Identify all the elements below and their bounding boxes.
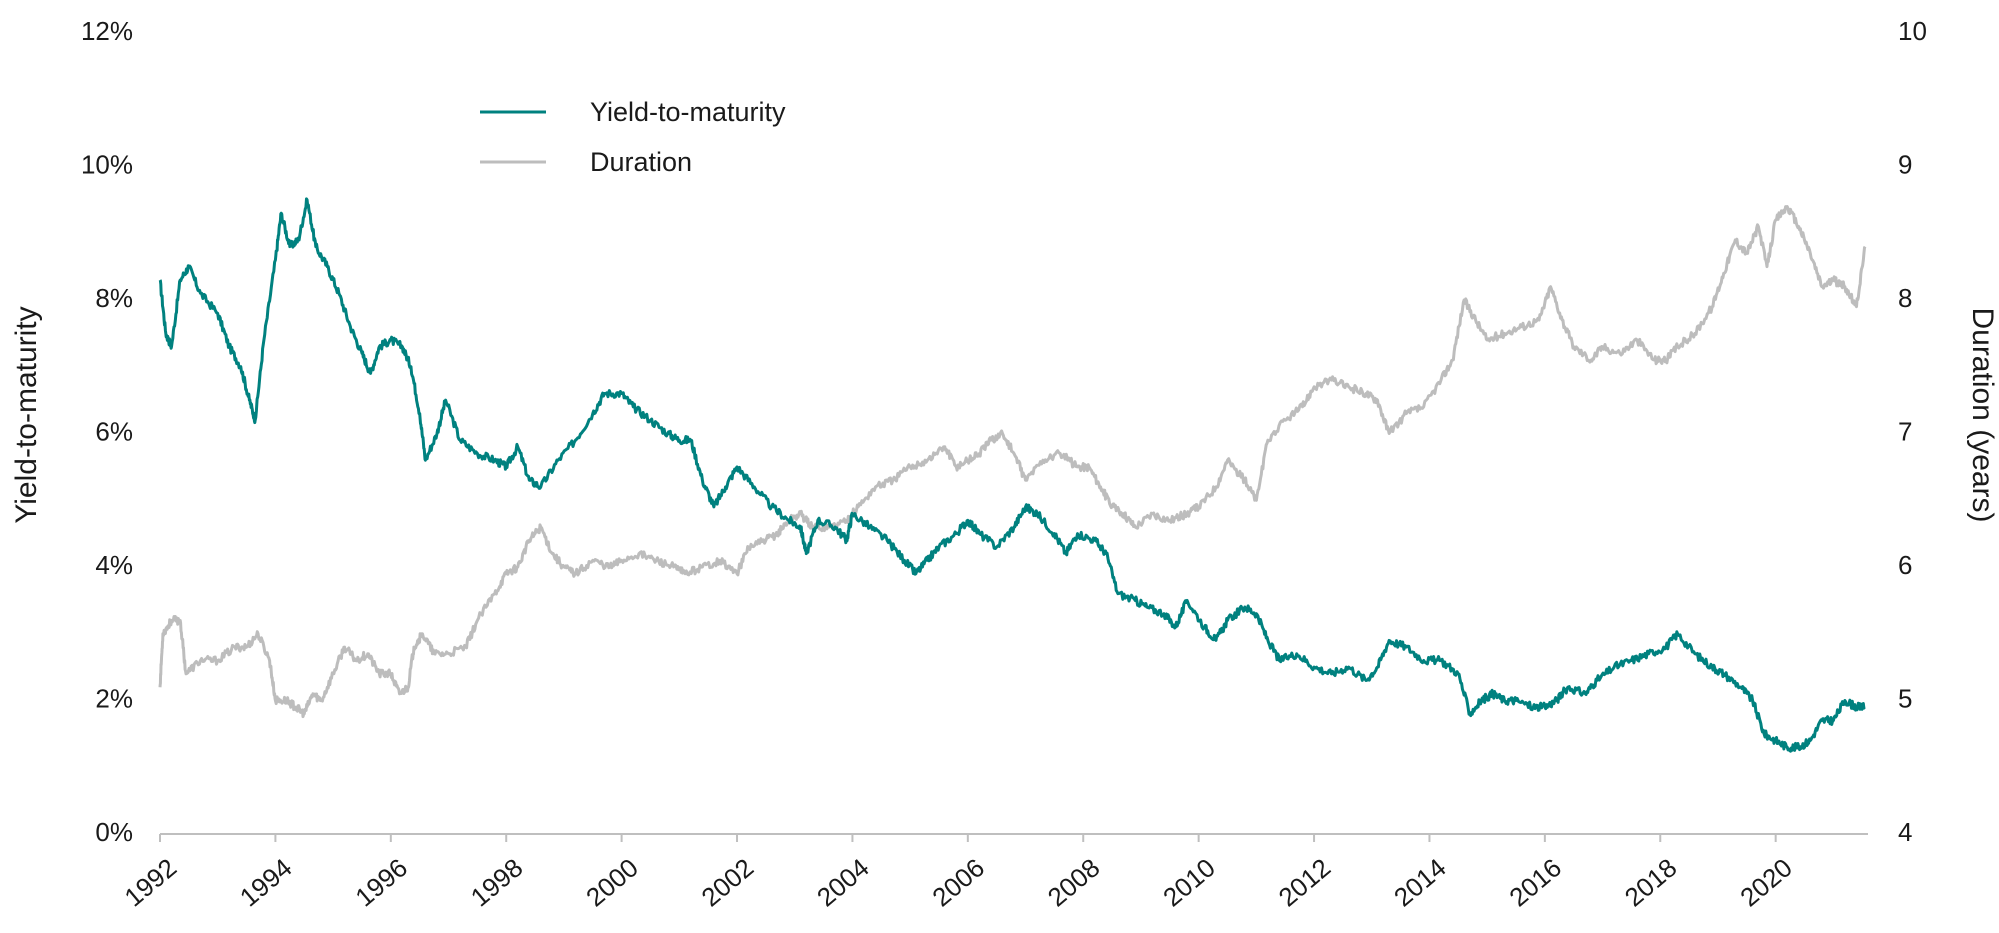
y-right-axis-title: Duration (years) [1966,307,1999,522]
y-left-tick-label: 12% [81,16,133,46]
y-left-tick-label: 4% [95,550,133,580]
x-tick-label: 2004 [811,852,875,912]
x-tick-label: 2014 [1388,852,1452,912]
y-left-tick-label: 6% [95,416,133,446]
y-right-tick-label: 8 [1898,283,1912,313]
y-left-tick-label: 2% [95,683,133,713]
x-axis-ticks: 1992 1994 1996 1998 2000 2002 2004 2006 2008 2010… [119,834,1798,912]
y-right-tick-label: 7 [1898,416,1912,446]
y-left-tick-label: 0% [95,817,133,847]
yield-series-line [158,197,1866,753]
legend-label-yield: Yield-to-maturity [590,97,786,127]
series-layer [158,197,1867,753]
legend: Yield-to-maturity Duration [480,97,786,177]
x-tick-label: 1992 [119,852,183,912]
y-right-tick-label: 6 [1898,550,1912,580]
y-right-tick-label: 4 [1898,817,1912,847]
x-tick-label: 2010 [1157,852,1221,912]
x-tick-label: 1998 [465,852,529,912]
x-tick-label: 2000 [580,852,644,912]
x-tick-label: 2006 [926,852,990,912]
y-left-tick-label: 8% [95,283,133,313]
x-tick-label: 2018 [1619,852,1683,912]
legend-label-duration: Duration [590,147,692,177]
x-tick-label: 2008 [1042,852,1106,912]
y-right-tick-label: 10 [1898,16,1927,46]
x-tick-label: 2016 [1503,852,1567,912]
right-axis-ticks: 4 5 6 7 8 9 10 [1898,16,1927,847]
y-left-axis-title: Yield-to-maturity [10,306,43,523]
y-right-tick-label: 9 [1898,149,1912,179]
duration-series-line [158,205,1867,719]
left-axis-ticks: 0% 2% 4% 6% 8% 10% 12% [81,16,133,847]
y-right-tick-label: 5 [1898,683,1912,713]
x-tick-label: 1994 [234,852,298,912]
x-tick-label: 2020 [1734,852,1798,912]
x-tick-label: 2002 [696,852,760,912]
y-left-tick-label: 10% [81,149,133,179]
x-tick-label: 1996 [349,852,413,912]
x-tick-label: 2012 [1273,852,1337,912]
